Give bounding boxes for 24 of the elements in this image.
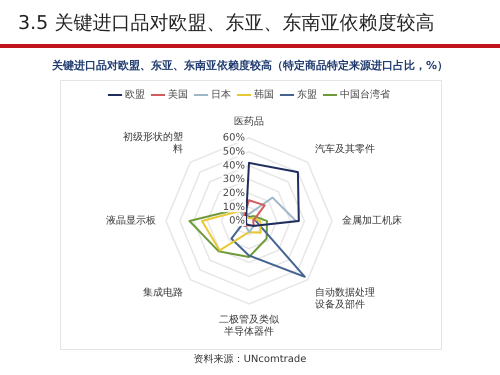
legend-label: 中国台湾省: [340, 88, 390, 101]
spoke-label: 液晶显示板: [106, 214, 156, 227]
spoke-label: 金属加工机床: [342, 214, 402, 227]
chart-subtitle: 关键进口品对欧盟、东亚、东南亚依赖度较高（特定商品特定来源进口占比，%）: [50, 58, 450, 73]
y-tick-label: 50%: [222, 146, 245, 158]
legend-label: 欧盟: [125, 88, 145, 101]
y-tick-label: 10%: [222, 202, 245, 213]
y-tick-label: 30%: [222, 174, 245, 186]
spoke-label: 汽车及其零件: [314, 142, 375, 155]
y-tick-label: 40%: [222, 160, 245, 172]
legend-label: 美国: [168, 88, 188, 101]
spoke-label: 医药品: [234, 116, 264, 128]
legend-label: 韩国: [254, 88, 274, 101]
y-tick-label: 0%: [229, 216, 245, 227]
legend-label: 日本: [211, 88, 231, 101]
chart-title: 3.5 关键进口品对欧盟、东亚、东南亚依赖度较高: [18, 11, 434, 36]
spoke-label: 初级形状的塑料: [123, 130, 184, 155]
spoke-label: 二极管及类似半导体器件: [219, 314, 279, 338]
spoke-label: 集成电路: [143, 286, 184, 298]
text: 资料来源：UNcomtrade: [192, 352, 308, 366]
y-tick-label: 60%: [222, 132, 245, 144]
y-tick-label: 20%: [222, 188, 245, 199]
legend-label: 东盟: [297, 88, 317, 101]
spoke-label: 自动数据处理设备及部件: [314, 286, 375, 310]
